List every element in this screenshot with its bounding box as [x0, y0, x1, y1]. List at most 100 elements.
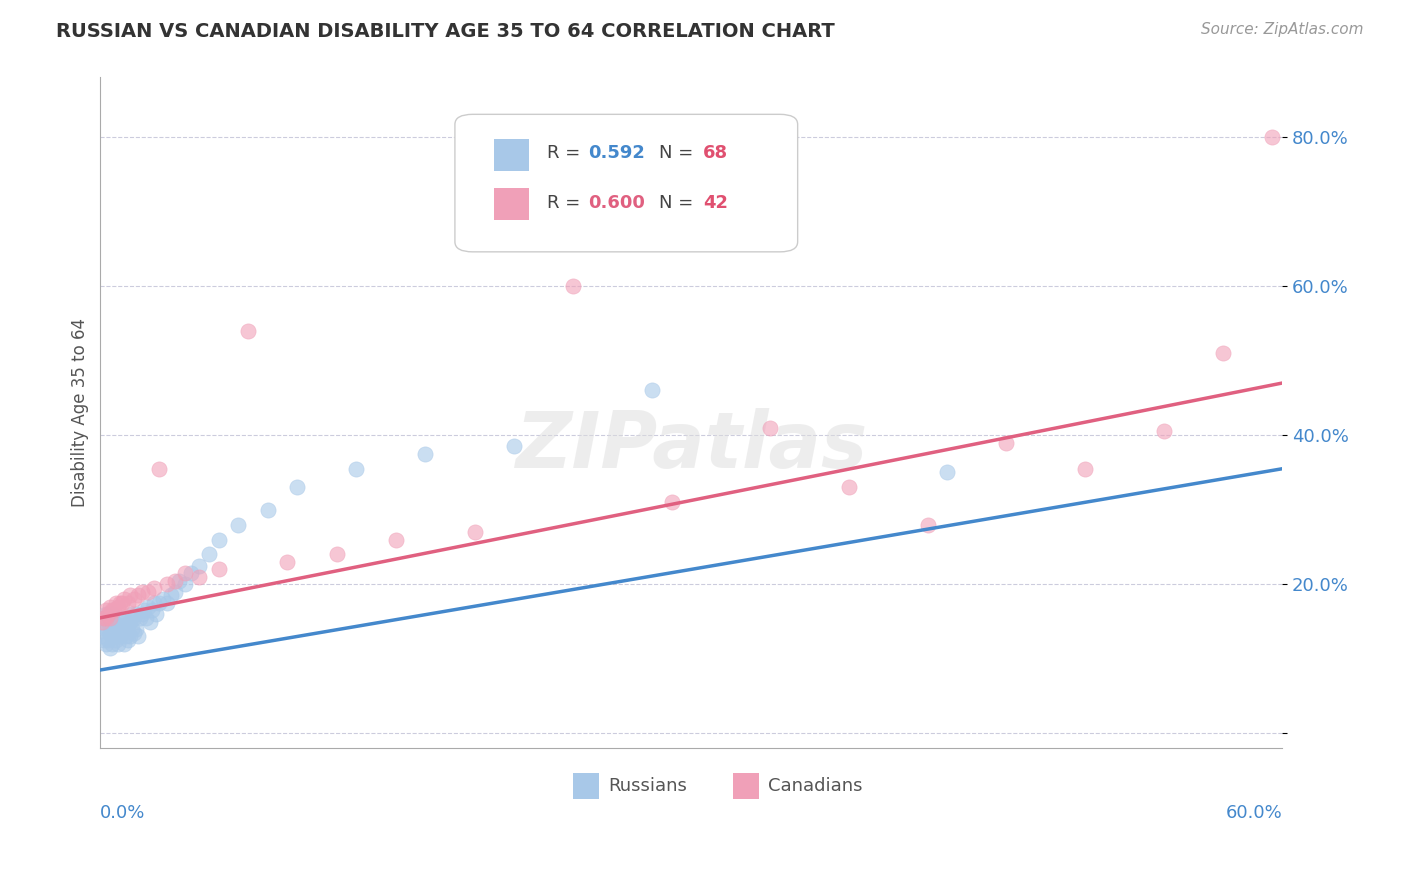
Point [165, 574, 187, 588]
Point [138, 615, 160, 629]
Point [122, 625, 145, 640]
Point [118, 615, 141, 629]
Point [111, 596, 134, 610]
Point [107, 599, 129, 614]
Point [96, 611, 118, 625]
Text: 68: 68 [703, 145, 728, 162]
Point [118, 589, 141, 603]
Point [838, 480, 860, 494]
Text: Source: ZipAtlas.com: Source: ZipAtlas.com [1201, 22, 1364, 37]
Point [112, 637, 135, 651]
FancyBboxPatch shape [456, 114, 797, 252]
Text: R =: R = [547, 145, 586, 162]
Point [112, 592, 135, 607]
Text: N =: N = [659, 145, 699, 162]
Point [160, 589, 183, 603]
Text: 0.0%: 0.0% [100, 805, 146, 822]
Point [187, 570, 209, 584]
Point [156, 577, 179, 591]
Point [91, 618, 114, 632]
Text: 60.0%: 60.0% [1226, 805, 1282, 822]
Point [122, 592, 145, 607]
Point [145, 607, 167, 621]
Point [503, 439, 526, 453]
Point [136, 584, 159, 599]
Text: 0.600: 0.600 [589, 194, 645, 212]
Point [276, 555, 298, 569]
Point [142, 581, 165, 595]
Text: ZIPatlas: ZIPatlas [515, 409, 868, 484]
Point [111, 611, 134, 625]
Point [165, 584, 187, 599]
Point [1212, 346, 1234, 360]
Point [174, 566, 197, 580]
Point [112, 618, 135, 632]
Point [1153, 425, 1175, 439]
Point [226, 517, 249, 532]
Point [93, 611, 115, 625]
Point [121, 607, 143, 621]
Point [385, 533, 408, 547]
Point [101, 607, 124, 621]
Point [108, 596, 131, 610]
Point [117, 596, 139, 610]
Point [97, 607, 120, 621]
Point [91, 615, 114, 629]
FancyBboxPatch shape [494, 188, 530, 220]
Point [101, 622, 124, 636]
Point [97, 633, 120, 648]
Point [285, 480, 308, 494]
Point [105, 596, 128, 610]
Text: N =: N = [659, 194, 699, 212]
Point [148, 461, 170, 475]
Point [132, 603, 155, 617]
Text: 0.592: 0.592 [589, 145, 645, 162]
Point [103, 630, 125, 644]
Point [107, 637, 129, 651]
Point [131, 584, 153, 599]
Point [1074, 461, 1097, 475]
Point [917, 517, 939, 532]
Point [661, 495, 683, 509]
Point [136, 599, 159, 614]
Point [759, 421, 782, 435]
Text: Russians: Russians [609, 778, 688, 796]
Point [346, 461, 368, 475]
Point [101, 637, 124, 651]
Point [180, 566, 202, 580]
Point [1261, 130, 1284, 145]
Point [98, 599, 121, 614]
Point [187, 558, 209, 573]
Point [236, 324, 259, 338]
Point [93, 611, 115, 625]
Point [174, 577, 197, 591]
Point [96, 607, 118, 621]
Point [562, 279, 585, 293]
Point [148, 596, 170, 610]
Point [105, 633, 128, 648]
Point [117, 633, 139, 648]
Point [98, 640, 121, 655]
Point [96, 637, 118, 651]
Point [91, 630, 114, 644]
Point [105, 618, 128, 632]
Point [135, 611, 157, 625]
Point [111, 625, 134, 640]
Point [115, 615, 138, 629]
Point [103, 603, 125, 617]
Point [152, 592, 174, 607]
Point [103, 615, 125, 629]
Point [96, 622, 118, 636]
Point [464, 525, 486, 540]
Point [96, 603, 118, 617]
Point [115, 630, 138, 644]
Point [207, 562, 229, 576]
Point [121, 622, 143, 636]
FancyBboxPatch shape [733, 773, 759, 798]
Point [131, 607, 153, 621]
Point [125, 607, 148, 621]
Point [108, 630, 131, 644]
Text: 42: 42 [703, 194, 728, 212]
Point [325, 548, 347, 562]
Point [97, 615, 120, 629]
